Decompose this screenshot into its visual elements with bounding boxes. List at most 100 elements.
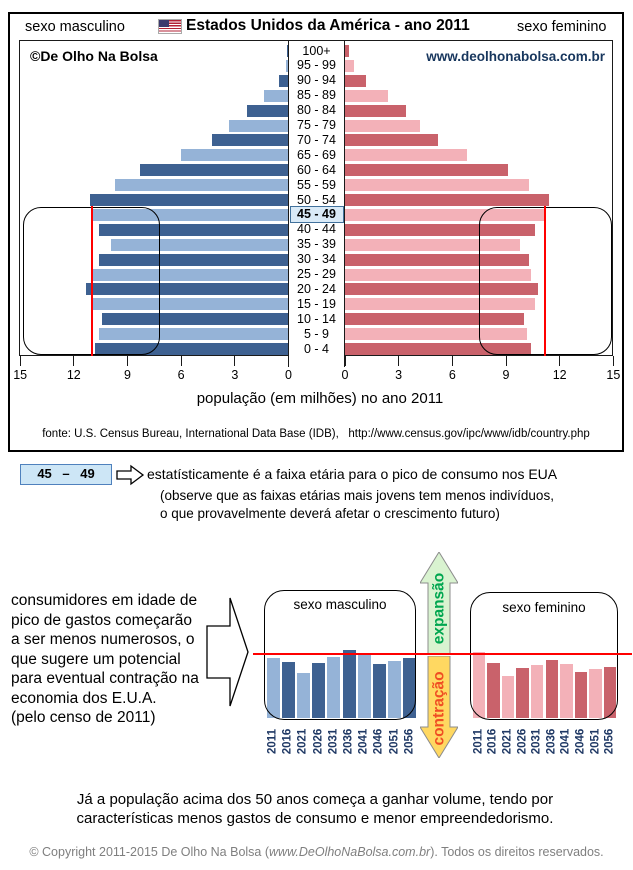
pyramid-bar-female-95-99 (345, 59, 354, 72)
age-group-label: 15 - 19 (297, 296, 336, 311)
pyramid-bar-female-35-39 (345, 238, 521, 251)
age-group-label: 90 - 94 (297, 73, 336, 88)
projection-bar-male-2036 (342, 650, 356, 718)
pyramid-bar-female-50-54 (345, 194, 549, 206)
source-citation: fonte: U.S. Census Bureau, International… (42, 428, 590, 440)
us-flag-icon (158, 19, 182, 34)
pyramid-bar-male-95-99 (285, 59, 289, 72)
age-group-label: 75 - 79 (297, 118, 336, 132)
year-label-male: 2056 (403, 728, 416, 754)
axis-tick-left (288, 356, 289, 366)
pyramid-bar-male-75-79 (229, 119, 289, 132)
axis-tick-right (505, 356, 507, 366)
age-group-label-highlighted: 45 - 49 (289, 206, 344, 224)
pyramid-bar-male-80-84 (247, 104, 289, 117)
projection-bar-female-2021 (501, 676, 515, 718)
axis-tick-label-left: 15 (13, 368, 28, 382)
age-group-label: 95 - 99 (297, 58, 336, 73)
pyramid-bar-female-60-64 (345, 164, 508, 177)
year-label-male: 2051 (388, 728, 401, 754)
year-label-male: 2021 (296, 728, 309, 754)
projection-bar-male-2016 (281, 661, 295, 718)
year-label-female: 2011 (472, 728, 485, 754)
age-group-label: 0 - 4 (303, 341, 329, 356)
pyramid-bar-female-25-29 (345, 268, 532, 281)
year-label-female: 2031 (530, 728, 543, 754)
axis-tick-label-left: 0 (285, 368, 292, 382)
pyramid-bar-female-70-74 (345, 134, 439, 147)
pyramid-bar-male-35-39 (111, 238, 289, 251)
pyramid-bar-male-25-29 (93, 268, 289, 281)
year-label-female: 2021 (501, 728, 514, 754)
axis-tick-label-left: 3 (231, 368, 239, 382)
axis-tick-label-right: 15 (606, 368, 621, 382)
axis-tick-label-left: 9 (124, 368, 131, 382)
pyramid-bar-male-65-69 (181, 149, 289, 162)
pyramid-bar-female-65-69 (345, 149, 467, 162)
year-label-male: 2041 (357, 728, 370, 754)
contraction-label: contração (430, 671, 448, 746)
year-label-female: 2046 (574, 728, 587, 754)
projection-female-frame (470, 592, 618, 720)
projection-bar-female-2031 (530, 664, 544, 718)
expansion-label: expansão (430, 572, 448, 645)
age-group-label: 35 - 39 (297, 237, 336, 252)
projection-male-frame (264, 590, 416, 720)
age-group-label: 55 - 59 (297, 177, 336, 192)
pyramid-bar-female-90-94 (345, 74, 367, 87)
axis-tick-label-right: 3 (395, 368, 403, 382)
female-side-header: sexo feminino (517, 19, 607, 35)
year-label-male: 2046 (372, 728, 385, 754)
axis-tick-label-right: 12 (552, 368, 567, 382)
age-group-label: 30 - 34 (297, 252, 336, 267)
age-group-label: 60 - 64 (297, 162, 336, 177)
reference-line-female (544, 206, 547, 356)
projection-male-title: sexo masculino (293, 597, 387, 612)
pyramid-bar-female-80-84 (345, 104, 406, 117)
axis-tick-right (559, 356, 561, 366)
axis-tick-label-right: 6 (448, 368, 456, 382)
copyright-line: © Copyright 2011-2015 De Olho Na Bolsa (… (0, 845, 633, 859)
projection-bar-male-2031 (327, 656, 341, 718)
age-group-label: 10 - 14 (297, 311, 336, 326)
axis-tick-right (344, 356, 346, 366)
year-label-female: 2056 (603, 728, 616, 754)
axis-tick-right (612, 356, 614, 366)
year-label-female: 2016 (486, 728, 499, 754)
right-block-arrow-icon (116, 464, 145, 486)
pyramid-bar-male-50-54 (89, 194, 289, 206)
consumers-note: consumidores em idade de pico de gastos … (11, 592, 199, 726)
axis-tick-label-right: 0 (341, 368, 349, 382)
male-side-header: sexo masculino (25, 19, 125, 35)
pyramid-bar-female-100+ (345, 45, 349, 57)
pyramid-bar-female-20-24 (345, 283, 539, 296)
age-group-label: 25 - 29 (297, 267, 336, 281)
age-group-label: 20 - 24 (297, 281, 336, 296)
age-group-label: 40 - 44 (297, 222, 336, 237)
copyright-prefix: © Copyright 2011-2015 De Olho Na Bolsa ( (29, 845, 270, 859)
consumption-baseline (253, 653, 632, 655)
year-label-female: 2036 (545, 728, 558, 754)
age-group-label: 70 - 74 (297, 132, 336, 147)
projection-bar-female-2036 (545, 659, 558, 718)
copyright-url: www.DeOlhoNaBolsa.com.br (269, 845, 431, 859)
annotation-secondary-text: (observe que as faixas etárias mais jove… (160, 488, 554, 521)
year-label-female: 2026 (516, 728, 529, 754)
projection-bar-male-2021 (296, 672, 310, 718)
axis-tick-right (398, 356, 400, 366)
brand-watermark: ©De Olho Na Bolsa (30, 48, 158, 64)
axis-tick-label-left: 12 (66, 368, 81, 382)
big-right-arrow-icon (206, 597, 249, 707)
year-label-male: 2016 (281, 728, 294, 754)
pyramid-bar-male-70-74 (211, 134, 289, 147)
axis-tick-left (73, 356, 75, 366)
pyramid-bar-female-85-89 (345, 89, 388, 102)
pyramid-bar-male-20-24 (86, 283, 289, 296)
axis-tick-left (126, 356, 128, 366)
pyramid-bar-female-75-79 (345, 119, 421, 132)
age-group-label: 85 - 89 (297, 88, 336, 103)
pyramid-bar-female-55-59 (345, 179, 530, 192)
age-group-label: 100+ (302, 43, 331, 58)
projection-bar-male-2041 (357, 654, 371, 718)
